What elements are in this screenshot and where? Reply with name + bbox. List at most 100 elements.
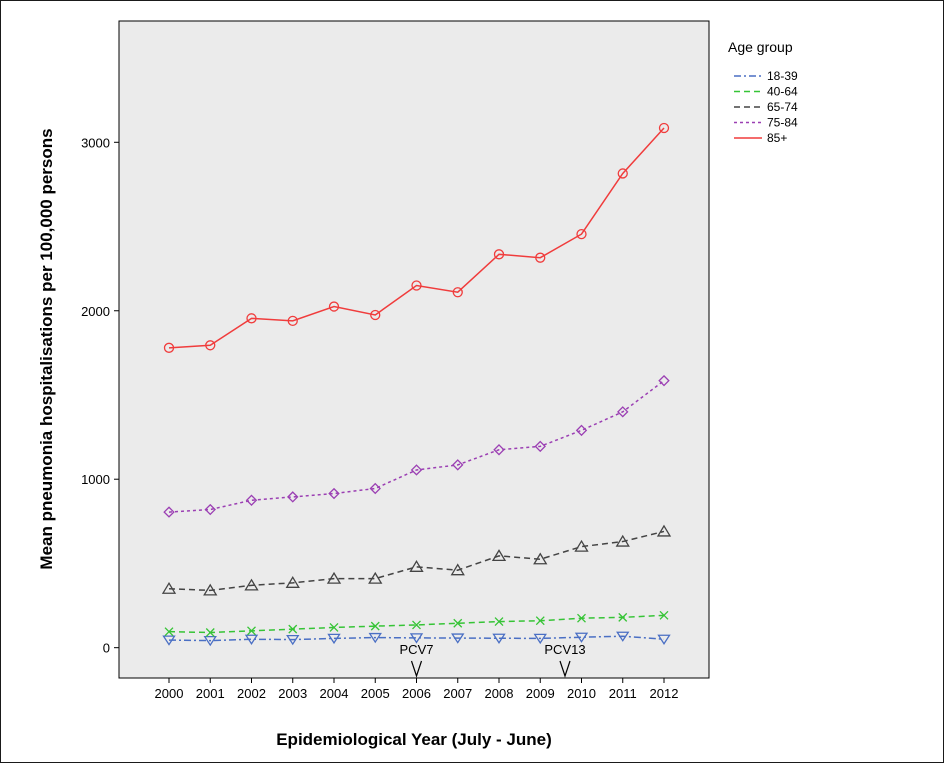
data-point xyxy=(577,613,586,623)
data-point xyxy=(576,228,587,240)
legend-item: 85+ xyxy=(734,131,787,145)
y-axis: 0 1000 2000 3000 xyxy=(81,135,119,656)
data-point xyxy=(329,623,339,632)
data-point xyxy=(450,563,465,576)
data-point xyxy=(656,524,672,537)
data-point xyxy=(617,168,628,179)
data-point xyxy=(368,571,383,584)
data-point xyxy=(409,560,424,572)
data-point xyxy=(205,340,216,351)
data-point xyxy=(574,539,589,552)
data-point xyxy=(370,621,380,631)
data-point xyxy=(163,342,175,353)
legend-label: 40-64 xyxy=(767,85,798,99)
x-tick-label: 2007 xyxy=(443,686,472,701)
data-point xyxy=(287,491,299,503)
annotations: PCV7 PCV13 xyxy=(400,642,586,678)
series-line xyxy=(168,530,665,592)
legend-label: 85+ xyxy=(767,131,787,145)
data-point xyxy=(616,631,630,642)
y-axis-title: Mean pneumonia hospitalisations per 100,… xyxy=(37,128,56,569)
series-65-74 xyxy=(161,524,672,596)
data-point xyxy=(658,122,670,134)
data-point xyxy=(203,635,217,647)
legend-item: 18-39 xyxy=(734,69,798,83)
data-point xyxy=(161,581,177,594)
data-point xyxy=(491,549,507,562)
data-point xyxy=(657,634,671,645)
series-40-64 xyxy=(164,610,669,637)
data-point xyxy=(535,616,545,626)
x-axis-title: Epidemiological Year (July - June) xyxy=(276,730,552,749)
data-point xyxy=(288,624,298,634)
data-point xyxy=(368,632,382,644)
x-tick-label: 2000 xyxy=(155,686,184,701)
y-tick-label: 1000 xyxy=(81,472,110,487)
annotation-label: PCV7 xyxy=(400,642,434,657)
x-tick-label: 2001 xyxy=(196,686,225,701)
plot-background xyxy=(118,20,710,679)
annotation-marker xyxy=(410,660,423,678)
data-point xyxy=(533,633,547,645)
data-point xyxy=(163,506,175,518)
data-point xyxy=(162,635,176,646)
data-point xyxy=(617,406,629,418)
data-point xyxy=(245,494,258,506)
x-tick-label: 2010 xyxy=(567,686,596,701)
data-point xyxy=(575,424,588,437)
x-tick-label: 2006 xyxy=(402,686,431,701)
legend-label: 18-39 xyxy=(767,69,798,83)
x-tick-label: 2012 xyxy=(650,686,679,701)
series-line xyxy=(168,380,665,513)
data-point xyxy=(285,576,300,588)
series-layer xyxy=(161,122,672,647)
x-tick-label: 2009 xyxy=(526,686,555,701)
x-tick-label: 2003 xyxy=(278,686,307,701)
y-tick-label: 0 xyxy=(103,641,110,656)
data-point xyxy=(659,610,669,620)
data-point xyxy=(451,633,465,644)
data-point xyxy=(370,309,381,321)
series-85+ xyxy=(163,122,670,353)
legend-item: 75-84 xyxy=(734,116,798,130)
data-point xyxy=(328,301,340,312)
data-point xyxy=(453,618,463,628)
y-tick-label: 3000 xyxy=(81,135,110,150)
legend-item: 40-64 xyxy=(734,85,798,99)
data-point xyxy=(452,459,464,471)
data-point xyxy=(535,252,546,263)
data-point xyxy=(205,628,215,637)
x-tick-label: 2002 xyxy=(237,686,266,701)
x-tick-label: 2004 xyxy=(320,686,349,701)
data-point xyxy=(411,280,422,291)
data-point xyxy=(327,633,341,645)
data-point xyxy=(615,534,630,547)
x-tick-label: 2008 xyxy=(485,686,514,701)
data-point xyxy=(452,287,463,298)
data-point xyxy=(410,464,423,476)
data-point xyxy=(287,315,298,327)
data-point xyxy=(492,633,506,644)
data-point xyxy=(409,633,424,644)
annotation-marker xyxy=(559,660,571,678)
x-axis: 2000 2001 2002 2003 2004 2005 2006 2007 2008 2009… xyxy=(155,678,679,701)
data-point xyxy=(247,626,256,636)
data-point xyxy=(494,617,504,627)
series-line xyxy=(168,127,665,349)
legend-label: 65-74 xyxy=(767,100,798,114)
x-tick-label: 2005 xyxy=(361,686,390,701)
legend-label: 75-84 xyxy=(767,116,798,130)
data-point xyxy=(493,444,505,456)
data-point xyxy=(328,487,340,500)
data-point xyxy=(244,578,259,591)
data-point xyxy=(533,552,548,565)
data-point xyxy=(246,313,257,324)
data-point xyxy=(369,482,381,495)
data-point xyxy=(286,634,300,646)
y-tick-label: 2000 xyxy=(81,304,110,319)
x-tick-label: 2011 xyxy=(609,686,637,701)
data-point xyxy=(244,634,259,645)
